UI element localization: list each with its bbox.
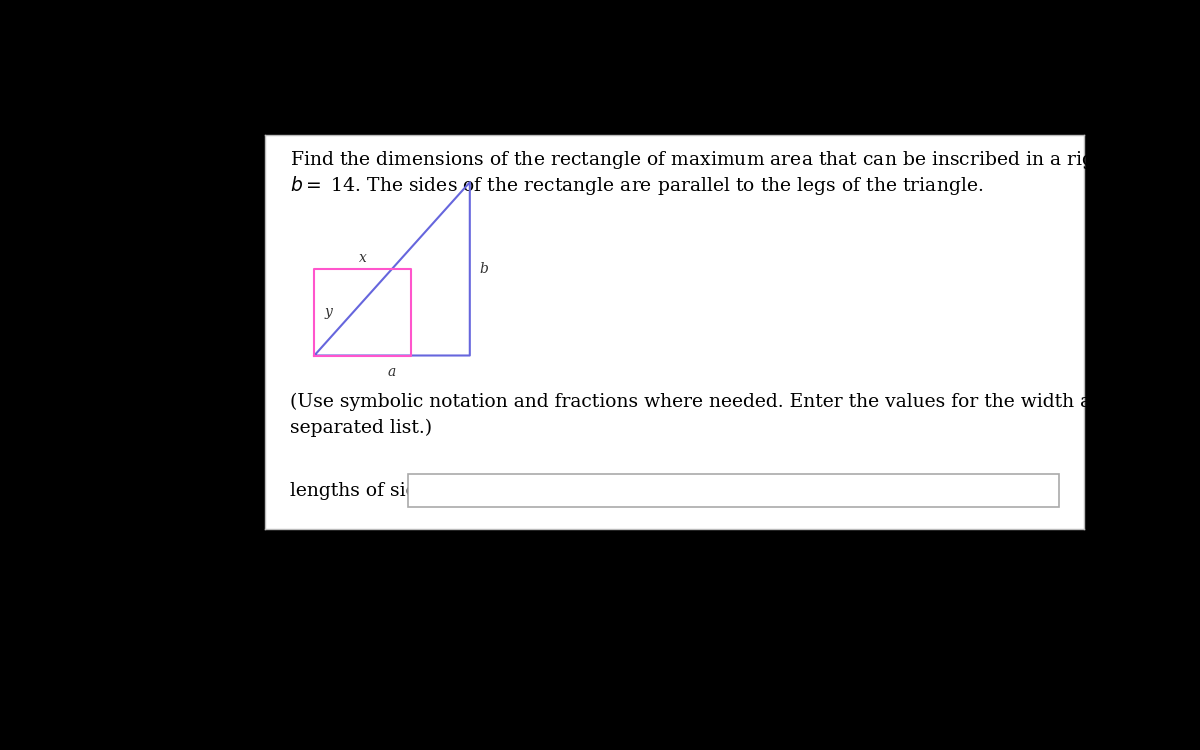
FancyBboxPatch shape [408, 474, 1060, 507]
Text: $b =$ 14. The sides of the rectangle are parallel to the legs of the triangle.: $b =$ 14. The sides of the rectangle are… [289, 175, 983, 197]
Text: Find the dimensions of the rectangle of maximum area that can be inscribed in a : Find the dimensions of the rectangle of … [289, 148, 1200, 171]
Text: b: b [480, 262, 488, 276]
Text: y: y [324, 305, 332, 320]
Text: a: a [388, 365, 396, 380]
Text: x: x [359, 251, 366, 265]
Text: (Use symbolic notation and fractions where needed. Enter the values for the widt: (Use symbolic notation and fractions whe… [289, 393, 1200, 411]
Text: separated list.): separated list.) [289, 419, 432, 436]
Text: lengths of sides:: lengths of sides: [289, 482, 444, 500]
